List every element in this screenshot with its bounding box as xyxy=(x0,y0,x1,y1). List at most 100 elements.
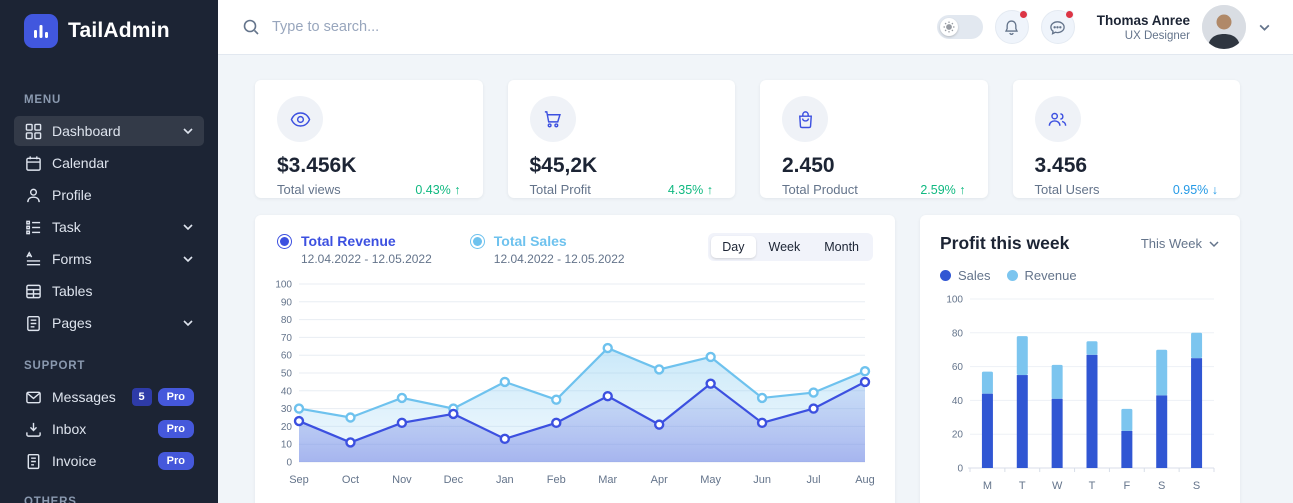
sidebar-item-task[interactable]: Task xyxy=(14,212,204,242)
forms-icon xyxy=(24,250,42,268)
dark-mode-toggle[interactable] xyxy=(936,15,983,39)
svg-text:20: 20 xyxy=(952,430,964,441)
svg-text:S: S xyxy=(1158,480,1165,492)
sidebar-item-pages[interactable]: Pages xyxy=(14,308,204,338)
sidebar-item-label: Dashboard xyxy=(52,123,121,139)
legend-dot-icon xyxy=(940,270,951,281)
svg-text:60: 60 xyxy=(281,351,293,362)
svg-text:May: May xyxy=(700,474,721,486)
svg-text:M: M xyxy=(983,480,992,492)
series-period: 12.04.2022 - 12.05.2022 xyxy=(301,252,432,266)
top-header: Thomas Anree UX Designer xyxy=(218,0,1293,55)
chevron-down-icon xyxy=(183,128,193,135)
svg-text:T: T xyxy=(1089,480,1096,492)
legend-revenue: Revenue xyxy=(1006,268,1077,283)
user-name: Thomas Anree xyxy=(1096,12,1190,28)
logo-icon xyxy=(24,14,58,48)
radio-icon xyxy=(277,234,292,249)
svg-text:W: W xyxy=(1052,480,1063,492)
stat-label: Total Profit xyxy=(529,182,591,197)
chevron-down-icon xyxy=(1209,240,1219,247)
sidebar-item-label: Forms xyxy=(52,251,92,267)
sidebar-support-nav: Messages 5 Pro Inbox Pro Invoice Pro xyxy=(0,382,218,476)
range-week-button[interactable]: Week xyxy=(758,236,812,258)
page-icon xyxy=(24,314,42,332)
sidebar-item-label: Task xyxy=(52,219,81,235)
svg-text:30: 30 xyxy=(281,404,293,415)
sidebar-item-profile[interactable]: Profile xyxy=(14,180,204,210)
sidebar-item-invoice[interactable]: Invoice Pro xyxy=(14,446,204,476)
sidebar-item-forms[interactable]: Forms xyxy=(14,244,204,274)
menu-section-label: MENU xyxy=(24,94,62,106)
notifications-button[interactable] xyxy=(994,10,1029,44)
legend-total-sales[interactable]: Total Sales 12.04.2022 - 12.05.2022 xyxy=(469,233,625,266)
stat-card-total-views: $3.456K Total views 0.43% ↑ xyxy=(255,80,483,198)
svg-text:Jul: Jul xyxy=(807,474,821,486)
svg-text:Sep: Sep xyxy=(289,474,309,486)
sidebar-item-messages[interactable]: Messages 5 Pro xyxy=(14,382,204,412)
radio-icon xyxy=(469,234,485,249)
stat-delta: 0.95% ↓ xyxy=(1172,182,1218,197)
sidebar-item-dashboard[interactable]: Dashboard xyxy=(14,116,204,146)
messages-button[interactable] xyxy=(1040,10,1075,44)
bar-chart: 0 20 40 60 80 100 M T W T F S S xyxy=(946,295,1215,492)
search-input[interactable] xyxy=(272,19,592,35)
svg-text:F: F xyxy=(1123,480,1130,492)
stats-row: $3.456K Total views 0.43% ↑ $45,2K Total… xyxy=(255,80,1240,198)
task-list-icon xyxy=(24,218,42,236)
series-name: Total Revenue xyxy=(301,233,396,249)
stat-delta: 0.43% ↑ xyxy=(415,182,461,197)
svg-text:Jan: Jan xyxy=(496,474,514,486)
table-icon xyxy=(24,282,42,300)
sidebar-item-label: Messages xyxy=(52,389,116,405)
sidebar-item-tables[interactable]: Tables xyxy=(14,276,204,306)
sidebar-item-calendar[interactable]: Calendar xyxy=(14,148,204,178)
pro-badge: Pro xyxy=(157,452,194,470)
pro-badge: Pro xyxy=(157,388,194,406)
svg-text:Feb: Feb xyxy=(547,474,566,486)
dropdown-value: This Week xyxy=(1140,236,1202,251)
svg-text:20: 20 xyxy=(281,422,293,433)
arrow-up-icon: ↑ xyxy=(959,182,966,197)
area-chart: 0 10 20 30 40 50 60 70 80 90 100 Sep Oct Nov Dec Jan Feb… xyxy=(275,280,874,487)
sidebar-item-label: Tables xyxy=(52,283,93,299)
svg-text:60: 60 xyxy=(952,362,964,373)
messages-count-badge: 5 xyxy=(131,388,152,406)
series-name: Total Sales xyxy=(493,233,567,249)
profit-week-chart-card: Profit this week This Week Sales Revenue… xyxy=(920,215,1240,503)
stat-card-total-profit: $45,2K Total Profit 4.35% ↑ xyxy=(507,80,735,198)
svg-text:Dec: Dec xyxy=(444,474,464,486)
envelope-icon xyxy=(24,388,42,406)
range-month-button[interactable]: Month xyxy=(813,236,870,258)
others-section-label: OTHERS xyxy=(24,496,77,503)
week-dropdown[interactable]: This Week xyxy=(1141,236,1220,251)
chart-legend: Total Revenue 12.04.2022 - 12.05.2022 To… xyxy=(277,233,625,266)
cart-icon xyxy=(529,96,576,142)
stat-delta: 2.59% ↑ xyxy=(920,182,966,197)
stat-label: Total views xyxy=(277,182,341,197)
svg-text:T: T xyxy=(1019,480,1026,492)
sidebar-item-inbox[interactable]: Inbox Pro xyxy=(14,414,204,444)
stat-value: $45,2K xyxy=(529,154,598,177)
bar-chart-legend: Sales Revenue xyxy=(940,268,1220,283)
sidebar-item-label: Calendar xyxy=(52,155,109,171)
user-menu[interactable]: Thomas Anree UX Designer xyxy=(1097,5,1271,49)
support-section-label: SUPPORT xyxy=(24,360,86,372)
range-day-button[interactable]: Day xyxy=(711,236,756,258)
chevron-down-icon xyxy=(1259,24,1270,31)
sidebar-nav: Dashboard Calendar Profile Task Forms Ta… xyxy=(0,116,218,338)
search-icon xyxy=(243,19,259,35)
range-selector: Day Week Month xyxy=(708,233,873,261)
legend-sales: Sales xyxy=(940,268,991,283)
sidebar-item-label: Inbox xyxy=(52,421,87,437)
app-title: TailAdmin xyxy=(68,19,170,42)
charts-row: Total Revenue 12.04.2022 - 12.05.2022 To… xyxy=(255,215,1240,503)
grid-icon xyxy=(24,122,42,140)
sidebar-item-label: Pages xyxy=(52,315,92,331)
inbox-icon xyxy=(24,420,42,438)
logo[interactable]: TailAdmin xyxy=(0,0,218,48)
legend-dot-icon xyxy=(1006,270,1018,281)
stat-value: 3.456 xyxy=(1034,154,1088,177)
svg-text:0: 0 xyxy=(957,464,963,475)
legend-total-revenue[interactable]: Total Revenue 12.04.2022 - 12.05.2022 xyxy=(277,233,432,266)
